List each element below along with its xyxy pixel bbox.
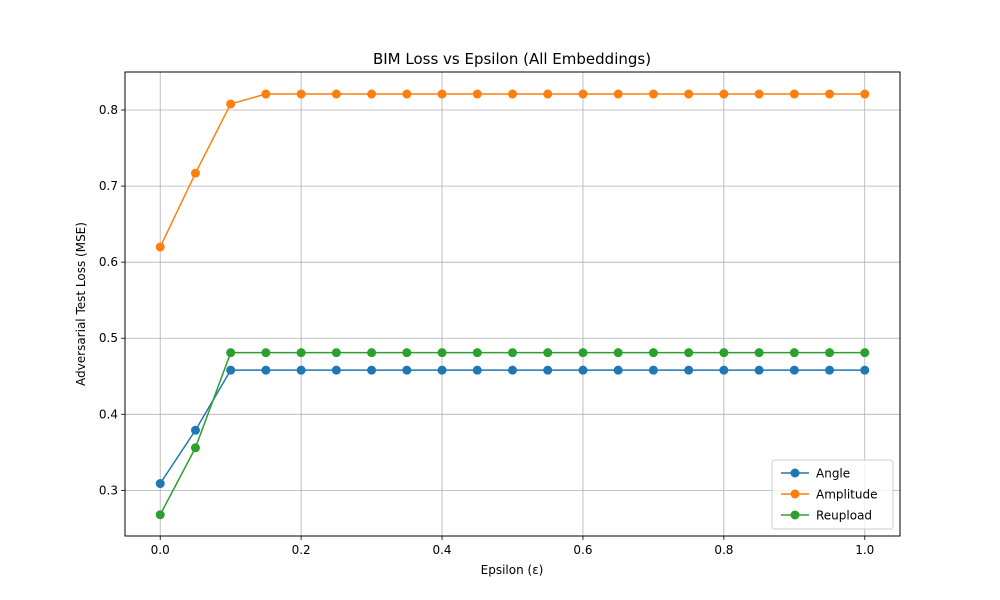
data-point-angle: [331, 365, 341, 375]
data-point-angle: [543, 365, 553, 375]
data-point-amplitude: [155, 242, 165, 252]
data-point-angle: [684, 365, 694, 375]
data-point-reupload: [437, 348, 447, 358]
x-tick-label: 0.8: [714, 543, 733, 557]
data-point-reupload: [754, 348, 764, 358]
data-point-angle: [296, 365, 306, 375]
data-point-angle: [155, 479, 165, 489]
data-point-amplitude: [684, 89, 694, 99]
series-amplitude: [155, 89, 870, 252]
x-tick-label: 0.0: [151, 543, 170, 557]
data-point-angle: [578, 365, 588, 375]
data-point-amplitude: [613, 89, 623, 99]
x-tick-label: 0.6: [573, 543, 592, 557]
axis-ticks: 0.0 0.2 0.4 0.6 0.8 1.0 0.3 0.4 0.5 0.6 0.7 0.8: [99, 103, 874, 557]
grid: [125, 72, 900, 536]
data-point-reupload: [296, 348, 306, 358]
data-point-reupload: [789, 348, 799, 358]
data-point-amplitude: [402, 89, 412, 99]
data-point-amplitude: [508, 89, 517, 99]
x-tick-label: 1.0: [855, 543, 874, 557]
data-point-reupload: [402, 348, 412, 358]
data-point-reupload: [155, 510, 165, 520]
data-point-reupload: [684, 348, 694, 358]
series-angle: [155, 365, 870, 489]
x-tick-label: 0.2: [292, 543, 311, 557]
y-tick-label: 0.4: [99, 407, 118, 421]
y-tick-label: 0.5: [99, 331, 118, 345]
data-point-reupload: [648, 348, 658, 358]
series-reupload: [155, 348, 870, 520]
data-point-angle: [190, 425, 200, 435]
legend-box: [771, 459, 894, 530]
data-point-angle: [367, 365, 377, 375]
data-point-angle: [860, 365, 870, 375]
data-point-amplitude: [226, 99, 236, 109]
legend-swatch-marker: [790, 489, 800, 499]
x-axis-title: Epsilon (ε): [481, 563, 544, 577]
data-point-reupload: [367, 348, 377, 358]
data-point-angle: [261, 365, 271, 375]
data-point-reupload: [508, 348, 517, 358]
y-tick-label: 0.7: [99, 179, 118, 193]
data-point-reupload: [860, 348, 870, 358]
data-point-angle: [402, 365, 412, 375]
data-point-angle: [226, 365, 236, 375]
legend-swatch-marker: [790, 468, 800, 478]
data-point-reupload: [190, 443, 200, 453]
legend-item-reupload: Reupload: [781, 509, 872, 523]
legend-label: Reupload: [816, 509, 872, 523]
data-point-angle: [508, 365, 517, 375]
data-point-angle: [648, 365, 658, 375]
data-point-reupload: [472, 348, 482, 358]
chart-title: BIM Loss vs Epsilon (All Embeddings): [373, 50, 651, 68]
data-point-reupload: [719, 348, 729, 358]
data-point-angle: [613, 365, 623, 375]
data-point-amplitude: [472, 89, 482, 99]
data-point-reupload: [226, 348, 236, 358]
data-point-amplitude: [331, 89, 341, 99]
data-point-reupload: [261, 348, 271, 358]
y-tick-label: 0.8: [99, 103, 118, 117]
data-point-reupload: [613, 348, 623, 358]
data-point-reupload: [578, 348, 588, 358]
data-point-amplitude: [754, 89, 764, 99]
series-layer: [155, 89, 870, 520]
y-axis-title: Adversarial Test Loss (MSE): [74, 222, 88, 386]
data-point-amplitude: [578, 89, 588, 99]
legend-item-angle: Angle: [781, 467, 850, 481]
x-tick-label: 0.4: [432, 543, 451, 557]
data-point-amplitude: [296, 89, 306, 99]
data-point-amplitude: [261, 89, 271, 99]
legend-item-amplitude: Amplitude: [781, 488, 878, 502]
legend-swatch-marker: [790, 510, 800, 520]
data-point-amplitude: [789, 89, 799, 99]
data-point-angle: [437, 365, 447, 375]
data-point-amplitude: [648, 89, 658, 99]
data-point-angle: [719, 365, 729, 375]
data-point-angle: [825, 365, 835, 375]
legend-label: Angle: [816, 467, 850, 481]
data-point-amplitude: [860, 89, 870, 99]
data-point-reupload: [331, 348, 341, 358]
data-point-angle: [472, 365, 482, 375]
data-point-amplitude: [367, 89, 377, 99]
data-point-amplitude: [543, 89, 553, 99]
y-tick-label: 0.3: [99, 483, 118, 497]
y-tick-label: 0.6: [99, 255, 118, 269]
data-point-angle: [754, 365, 764, 375]
data-point-amplitude: [437, 89, 447, 99]
legend: Angle Amplitude Reupload: [771, 459, 894, 530]
data-point-reupload: [825, 348, 835, 358]
data-point-amplitude: [719, 89, 729, 99]
data-point-reupload: [543, 348, 553, 358]
data-point-amplitude: [825, 89, 835, 99]
data-point-amplitude: [190, 168, 200, 178]
data-point-angle: [789, 365, 799, 375]
plot-frame: [124, 71, 901, 537]
legend-label: Amplitude: [816, 488, 878, 502]
